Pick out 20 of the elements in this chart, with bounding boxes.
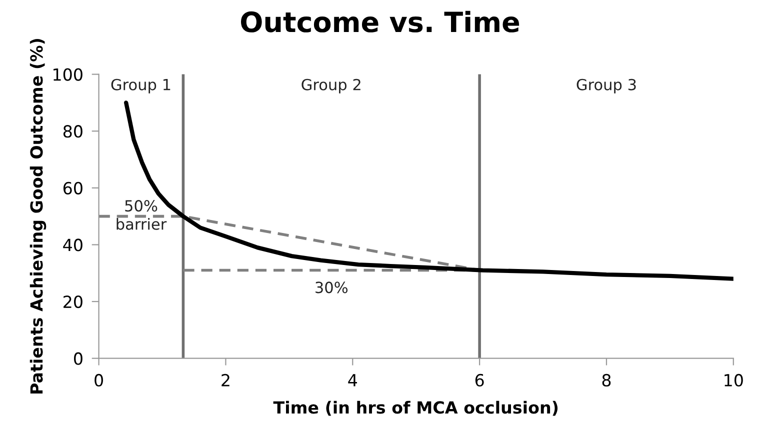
series-label: 50% barrier bbox=[116, 200, 167, 230]
x-tick-label: 6 bbox=[475, 374, 484, 387]
y-tick-label: 40 bbox=[63, 238, 82, 252]
y-tick-label: 60 bbox=[63, 182, 82, 194]
x-tick-label: 2 bbox=[222, 374, 230, 386]
annotation: Group 3 bbox=[576, 78, 636, 94]
x-tick-label: 4 bbox=[348, 374, 358, 386]
x-axis-title: Time (in hrs of MCA occlusion) bbox=[273, 400, 558, 416]
annotation: Group 1 bbox=[111, 78, 170, 94]
y-axis-title: Patients Achieving Good Outcome (%) bbox=[30, 39, 46, 394]
series-label: 30% bbox=[316, 282, 348, 294]
x-tick-label: 10 bbox=[724, 374, 743, 387]
x-tick-label: 8 bbox=[602, 374, 611, 387]
y-tick-label: 0 bbox=[74, 352, 82, 365]
y-tick-label: 20 bbox=[64, 295, 82, 308]
y-tick-label: 80 bbox=[63, 125, 82, 138]
x-tick-label: 0 bbox=[94, 374, 103, 387]
annotation: Group 2 bbox=[302, 78, 360, 94]
y-tick-label: 100 bbox=[54, 68, 82, 81]
chart-title: Outcome vs. Time bbox=[240, 10, 520, 32]
